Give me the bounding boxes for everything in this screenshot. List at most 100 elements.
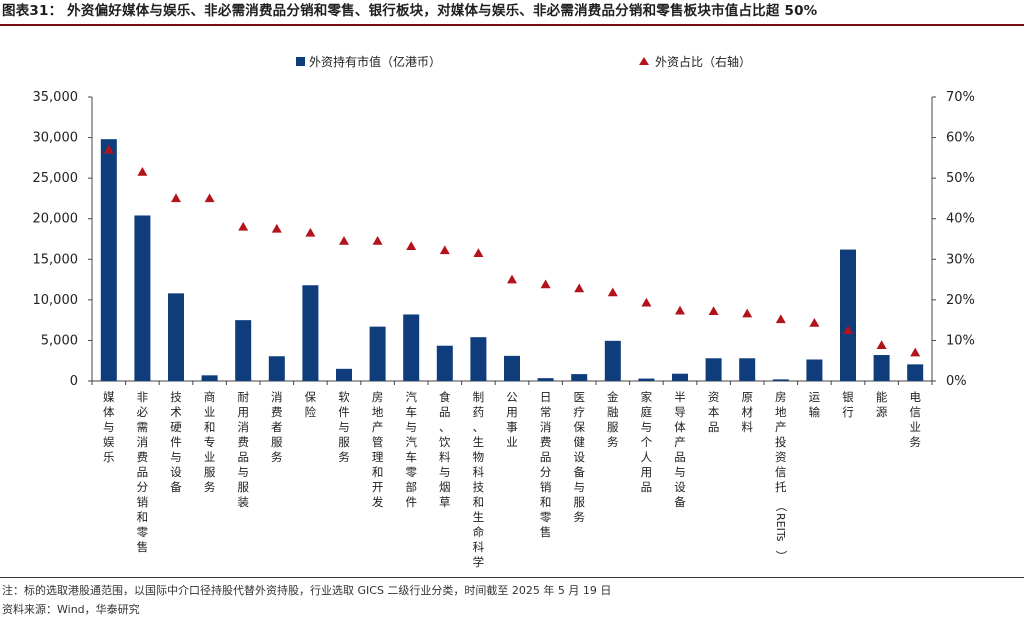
- share-marker: [103, 144, 114, 154]
- x-category-label: 电信业务: [909, 390, 921, 449]
- x-label-char: 备: [573, 465, 585, 479]
- x-label-char: 健: [573, 435, 585, 449]
- share-marker: [809, 317, 820, 327]
- x-label-char: 销: [137, 495, 149, 509]
- x-category-label: 汽车与汽车零部件: [405, 390, 417, 509]
- x-label-char: 投: [775, 435, 787, 449]
- bar: [907, 364, 924, 381]
- x-label-char: 需: [137, 420, 149, 434]
- bar: [134, 215, 151, 381]
- bar: [571, 374, 588, 381]
- x-category-label: 非必需消费品分销和零售: [137, 390, 149, 554]
- x-label-char: 与: [439, 465, 451, 479]
- x-label-char: 部: [405, 480, 417, 494]
- x-label-char: 资: [708, 390, 720, 404]
- x-label-char: 硬: [170, 420, 182, 434]
- x-label-char: 源: [876, 405, 888, 419]
- x-label-char: 品: [439, 405, 451, 419]
- x-label-char: 务: [573, 510, 585, 524]
- x-label-char: 和: [204, 420, 216, 434]
- x-label-char: 输: [809, 405, 821, 419]
- x-category-label: 医疗保健设备与服务: [573, 390, 585, 524]
- x-label-char: 娱: [103, 435, 115, 449]
- x-label-char: 事: [506, 420, 518, 434]
- share-marker: [473, 248, 484, 257]
- x-label-char: 命: [473, 525, 485, 539]
- share-marker: [540, 279, 551, 289]
- y-left-tick-label: 25,000: [33, 171, 79, 186]
- y-left-tick-label: 35,000: [33, 90, 79, 105]
- x-label-char: 费: [137, 450, 149, 464]
- x-label-char: 分: [137, 480, 149, 494]
- x-label-char: 汽: [405, 390, 417, 404]
- share-marker: [708, 306, 719, 315]
- x-label-char: 材: [741, 405, 753, 419]
- bar: [436, 345, 453, 381]
- bar: [504, 355, 520, 381]
- share-marker: [305, 227, 316, 237]
- x-label-char: 用: [641, 465, 653, 479]
- x-label-char: 设: [573, 450, 585, 464]
- x-label-char: 服: [271, 435, 283, 449]
- x-label-char: 与: [641, 420, 653, 434]
- x-label-char: 消: [237, 420, 249, 434]
- x-label-char: 融: [607, 405, 619, 419]
- x-label-char: 与: [338, 420, 350, 434]
- x-label-char: 产: [674, 435, 686, 449]
- x-label-char: 设: [170, 465, 182, 479]
- x-label-char: 本: [708, 405, 720, 419]
- x-label-char: 乐: [103, 450, 115, 464]
- x-label-char: 行: [842, 405, 854, 419]
- bar: [638, 378, 655, 381]
- footer-divider: [0, 577, 1024, 578]
- y-right-tick-label: 70%: [946, 90, 975, 105]
- x-category-label: 家庭与个人用品: [641, 390, 653, 494]
- x-label-char: 地: [372, 405, 384, 419]
- y-right-tick-label: 10%: [946, 333, 975, 348]
- x-category-label: 日常消费品分销和零售: [540, 390, 552, 539]
- x-label-char: 物: [473, 450, 485, 464]
- bar: [604, 340, 621, 381]
- source-note: 资料来源：Wind，华泰研究: [2, 603, 140, 616]
- x-label-char: 料: [741, 420, 753, 434]
- share-marker: [406, 241, 417, 251]
- y-left-tick-label: 5,000: [41, 333, 78, 348]
- x-label-char: 售: [137, 540, 149, 554]
- x-label-char: 运: [809, 390, 821, 404]
- x-label-char: 疗: [573, 405, 585, 419]
- x-label-char: 和: [372, 465, 384, 479]
- legend-bar-label: 外资持有市值（亿港币）: [309, 54, 441, 69]
- y-right-tick-label: 20%: [946, 293, 975, 308]
- x-label-char: 与: [170, 450, 182, 464]
- x-label-char: 费: [540, 435, 552, 449]
- x-label-char: 装: [237, 495, 249, 509]
- x-label-char: 术: [170, 405, 182, 419]
- x-label-char: 服: [338, 435, 350, 449]
- share-marker: [339, 236, 349, 245]
- x-label-char: 专: [204, 435, 216, 449]
- x-label-char: 保: [573, 420, 585, 434]
- x-label-char: 务: [338, 450, 350, 464]
- x-category-label: 耐用消费品与服装: [237, 390, 249, 509]
- y-left-tick-label: 30,000: [33, 131, 79, 146]
- x-label-char: 体: [674, 420, 686, 434]
- bar: [100, 139, 117, 381]
- x-category-label: 半导体产品与设备: [674, 390, 686, 509]
- x-label-char: 备: [170, 480, 182, 494]
- share-marker: [675, 305, 685, 315]
- share-marker: [775, 314, 786, 324]
- x-category-label: 商业和专业服务: [204, 390, 216, 494]
- x-label-char: 和: [540, 495, 552, 509]
- bar: [705, 358, 722, 381]
- share-marker: [641, 297, 652, 307]
- x-label-char: 学: [473, 555, 485, 569]
- x-label-char: 销: [540, 480, 552, 494]
- x-label-char: 食: [439, 390, 451, 404]
- x-label-char: 品: [540, 450, 552, 464]
- x-label-char: 品: [237, 450, 249, 464]
- bar-chart: 外资持有市值（亿港币） 外资占比（右轴） 0 5,000 10,000 15,000 2…: [33, 54, 975, 569]
- x-label-char: 生: [473, 510, 485, 524]
- x-label-char: 务: [607, 435, 619, 449]
- x-label-char: 非: [137, 390, 149, 404]
- x-label-char: 医: [573, 390, 585, 404]
